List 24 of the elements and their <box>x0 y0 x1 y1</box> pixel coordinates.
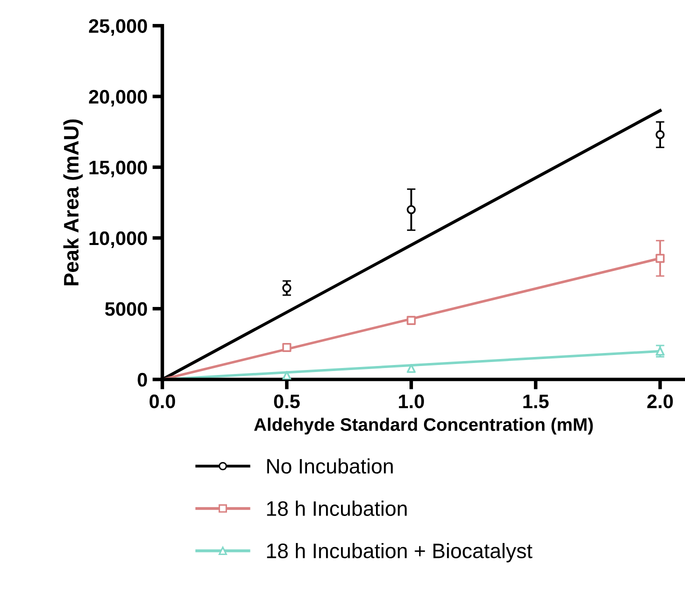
y-tick-label: 25,000 <box>88 19 147 36</box>
x-tick-label: 0.0 <box>150 394 176 408</box>
point <box>282 342 292 352</box>
y-tick-label: 0 <box>138 372 147 387</box>
x-axis-title: Aldehyde Standard Concentration (mM) <box>254 418 593 435</box>
point <box>406 205 416 214</box>
legend-label: No Incubation <box>267 458 393 474</box>
point <box>282 370 292 380</box>
point <box>406 364 416 373</box>
point <box>282 284 292 293</box>
legend-label: 18 h Incubation + Biocatalyst <box>267 543 532 562</box>
y-axis-title: Peak Area (mAU) <box>63 119 83 286</box>
legend-label: 18 h Incubation <box>267 500 407 516</box>
x-tick-label: 2.0 <box>647 394 673 408</box>
point <box>656 254 665 263</box>
x-tick-label: 1.5 <box>523 394 549 408</box>
point <box>656 130 665 140</box>
x-tick-label: 1.0 <box>398 394 424 408</box>
point <box>406 316 416 325</box>
y-tick-label: 10,000 <box>90 231 147 248</box>
x-tick-label: 0.5 <box>274 394 300 408</box>
y-tick-label: 15,000 <box>90 160 147 178</box>
y-tick-label: 20,000 <box>88 90 147 107</box>
y-tick-label: 5000 <box>105 302 147 316</box>
